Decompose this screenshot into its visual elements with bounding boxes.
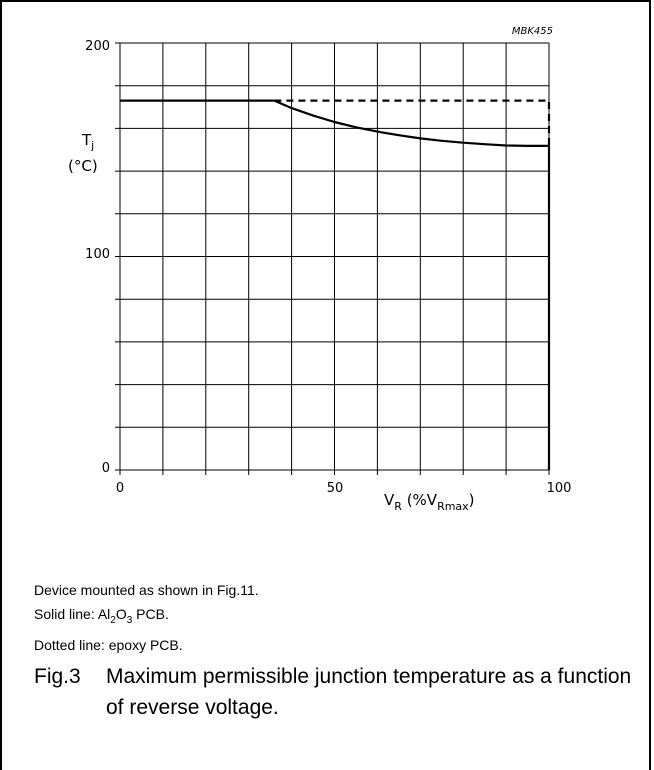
x-tick-label-0: 0	[116, 481, 124, 496]
x-tick-label-100: 100	[547, 481, 572, 496]
note-mounting: Device mounted as shown in Fig.11.	[34, 582, 259, 598]
svg-text:(°C): (°C)	[68, 157, 98, 175]
note-dotted-line: Dotted line: epoxy PCB.	[34, 636, 183, 653]
chart: MBK455 200 100 0 0 50 100 Tj (°C) VR (%V…	[68, 26, 572, 513]
note-solid-line: Solid line: Al2O3 PCB.	[34, 606, 169, 626]
y-axis-label: Tj (°C)	[68, 131, 98, 175]
chart-grid	[115, 42, 550, 475]
y-tick-label-0: 0	[102, 461, 110, 476]
caption-number: Fig.3	[34, 665, 81, 688]
series-dashed-line	[274, 99, 551, 146]
x-axis-label: VR (%VRmax)	[384, 491, 475, 513]
x-tick-label-50: 50	[327, 481, 344, 496]
figure-caption: Fig.3 Maximum permissible junction tempe…	[34, 661, 634, 723]
caption-text: Maximum permissible junction temperature…	[106, 665, 632, 719]
y-tick-label-200: 200	[85, 39, 110, 54]
svg-text:Tj: Tj	[81, 131, 94, 152]
chart-series-layer	[120, 99, 551, 470]
y-tick-label-100: 100	[85, 247, 110, 262]
figure-notes: Device mounted as shown in Fig.11. Solid…	[34, 578, 634, 657]
svg-text:VR (%VRmax): VR (%VRmax)	[384, 491, 475, 513]
figure-code: MBK455	[512, 26, 553, 37]
series-solid-line	[120, 99, 551, 470]
